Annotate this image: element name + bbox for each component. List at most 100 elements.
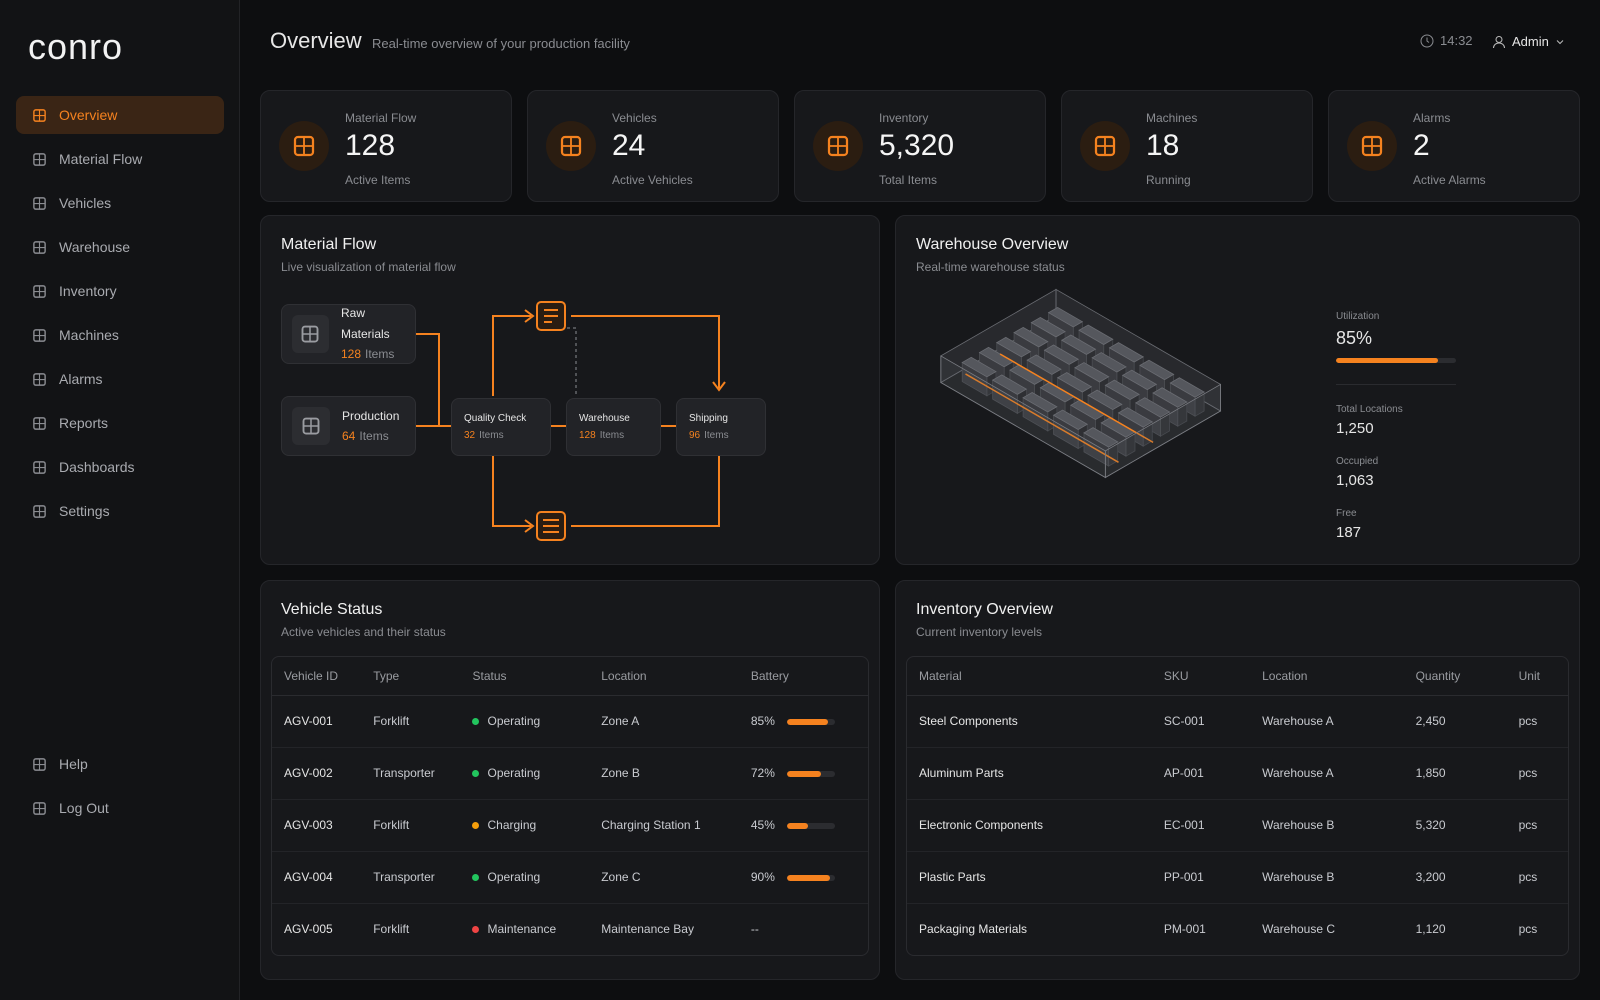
stat-value: 85% — [1336, 328, 1373, 348]
table-row[interactable]: AGV-001 Forklift Operating Zone A 85% — [272, 695, 868, 748]
nav-item[interactable]: Settings — [16, 492, 224, 530]
node-text: Production 64 Items — [342, 406, 399, 447]
kpi-label: Vehicles — [612, 111, 657, 125]
table-cell: AGV-004 — [272, 851, 362, 904]
flow-node[interactable]: Raw Materials 128 Items — [281, 304, 416, 364]
nav-item[interactable]: Warehouse — [16, 228, 224, 266]
table-cell: Forklift — [361, 695, 461, 748]
table-row[interactable]: AGV-003 Forklift Charging Charging Station … — [272, 799, 868, 852]
cell-text: PM-001 — [1163, 922, 1206, 937]
table-row[interactable]: Packaging Materials PM-001 Warehouse C 1,12… — [907, 903, 1568, 955]
table-cell: 1,120 — [1404, 903, 1507, 955]
node-icon — [292, 315, 329, 353]
material-flow-card: Material Flow Live visualization of mate… — [260, 215, 880, 565]
icon — [33, 757, 46, 771]
header-row: Vehicle ID Type Status Location Battery — [272, 657, 868, 696]
flow-node[interactable]: Shipping 96 Items — [676, 398, 766, 456]
icon-shape — [829, 137, 847, 155]
table-cell: Maintenance — [460, 903, 589, 955]
table-cell: Charging — [460, 799, 590, 852]
rack-top — [1152, 387, 1188, 408]
icon-shape — [33, 285, 46, 297]
table-cell: EC-001 — [1151, 799, 1251, 852]
nav-item[interactable]: Inventory — [16, 272, 224, 310]
cell-text: AGV-002 — [284, 766, 333, 780]
icon-shape — [303, 418, 319, 434]
nav-item[interactable]: Material Flow — [16, 140, 224, 178]
kpi-label: Alarms — [1413, 111, 1451, 125]
node-count-value: 128 — [340, 347, 362, 362]
table-cell: -- — [739, 903, 868, 955]
page-title: Overview — [270, 28, 362, 53]
utilization-track — [1336, 358, 1456, 363]
flow-node[interactable]: Quality Check 32 Items — [451, 398, 551, 456]
battery-label: 85% — [750, 714, 775, 728]
nav-item[interactable]: Reports — [16, 404, 224, 442]
cell-text: pcs — [1518, 766, 1538, 780]
divider — [1336, 384, 1456, 385]
table-row[interactable]: AGV-005 Forklift Maintenance Maintenance Ba… — [272, 903, 868, 955]
node-text: Shipping 96 Items — [689, 410, 729, 444]
stat-label: Free — [1336, 508, 1357, 519]
icon-shape — [302, 326, 318, 342]
node-name: Warehouse — [579, 413, 630, 424]
flow-node[interactable]: Warehouse 128 Items — [566, 398, 661, 456]
cell-text: pcs — [1518, 922, 1538, 937]
icon-shape — [1096, 137, 1114, 155]
battery-label: 90% — [750, 870, 775, 884]
status-text: Charging — [487, 818, 537, 832]
column-header: Material — [907, 657, 1152, 696]
table-cell: 2,450 — [1403, 695, 1507, 748]
rack-top — [1121, 369, 1158, 391]
icon-shape — [33, 461, 46, 473]
table-row[interactable]: Aluminum Parts AP-001 Warehouse A 1,850 pcs — [907, 747, 1568, 800]
nav-item[interactable]: Log Out — [16, 789, 224, 827]
kpi-card: Alarms 2 Active Alarms — [1328, 90, 1580, 202]
icon — [33, 504, 46, 518]
nav-item[interactable]: Vehicles — [16, 184, 224, 222]
nav-item[interactable]: Dashboards — [16, 448, 224, 486]
icon — [33, 152, 46, 166]
table-cell: Forklift — [361, 903, 460, 955]
card-subtitle: Current inventory levels — [916, 625, 1043, 639]
table-row[interactable]: Electronic Components EC-001 Warehouse B 5,… — [907, 799, 1568, 852]
status-dot — [472, 770, 480, 777]
table-row[interactable]: AGV-004 Transporter Operating Zone C 90% — [272, 851, 868, 904]
table-cell: pcs — [1507, 903, 1568, 955]
cell-text: AP-001 — [1163, 766, 1204, 780]
stat-value: 1,250 — [1336, 420, 1374, 437]
battery-track — [786, 770, 835, 777]
rack-top — [1026, 354, 1062, 375]
cell-text: Plastic Parts — [919, 870, 986, 884]
table-row[interactable]: Plastic Parts PP-001 Warehouse B 3,200 pcs — [907, 851, 1568, 904]
node-count-value: 96 — [689, 430, 701, 441]
icon — [33, 108, 46, 122]
table-row[interactable]: Steel Components SC-001 Warehouse A 2,450 pc… — [907, 695, 1568, 748]
brand-logo: conro — [28, 26, 124, 67]
kpi-label: Machines — [1146, 111, 1198, 125]
nav-label: Machines — [59, 327, 119, 343]
flow-node[interactable]: Production 64 Items — [281, 396, 416, 456]
nav-item[interactable]: Help — [16, 745, 224, 783]
nav-item[interactable]: Machines — [16, 316, 224, 354]
user-menu[interactable]: Admin — [1488, 30, 1569, 53]
cell-text: Aluminum Parts — [919, 766, 1004, 780]
kpi-icon — [813, 121, 863, 171]
battery-track — [786, 718, 835, 725]
table-cell: 45% — [738, 799, 868, 852]
table-row[interactable]: AGV-002 Transporter Operating Zone B 72% — [272, 747, 868, 800]
node-count: 96 Items — [689, 427, 729, 444]
connector — [571, 456, 720, 527]
cell-text: Zone C — [601, 870, 641, 884]
icon — [33, 240, 46, 254]
clock: 14:32 — [1420, 33, 1473, 48]
nav-item[interactable]: Alarms — [16, 360, 224, 398]
table-cell: Operating — [460, 695, 590, 748]
rack-top — [1047, 306, 1084, 328]
nav-item[interactable]: Overview — [16, 96, 224, 134]
node-count: 32 Items — [464, 427, 526, 444]
floor-lane — [965, 373, 1119, 463]
battery-label: 72% — [750, 766, 775, 780]
cell-text: Warehouse A — [1262, 714, 1334, 728]
warehouse-3d-view — [940, 288, 1222, 479]
